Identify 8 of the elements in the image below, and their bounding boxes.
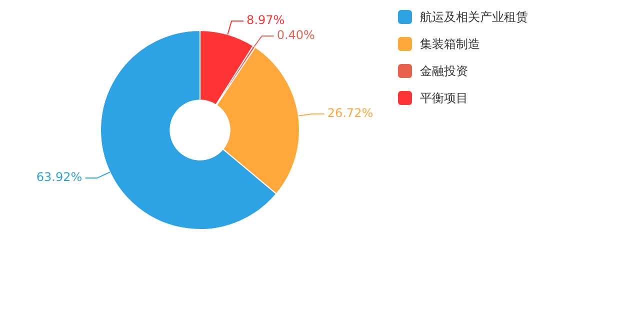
data-label: 8.97% xyxy=(246,13,285,28)
data-label: 63.92% xyxy=(36,170,82,184)
legend-label: 平衡项目 xyxy=(420,90,468,106)
data-label: 26.72% xyxy=(327,106,374,120)
legend-label: 航运及相关产业租赁 xyxy=(420,8,528,26)
legend-label: 集装箱制造 xyxy=(420,36,480,52)
data-label: 0.40% xyxy=(276,28,315,42)
legend-label: 金融投资 xyxy=(420,62,468,80)
